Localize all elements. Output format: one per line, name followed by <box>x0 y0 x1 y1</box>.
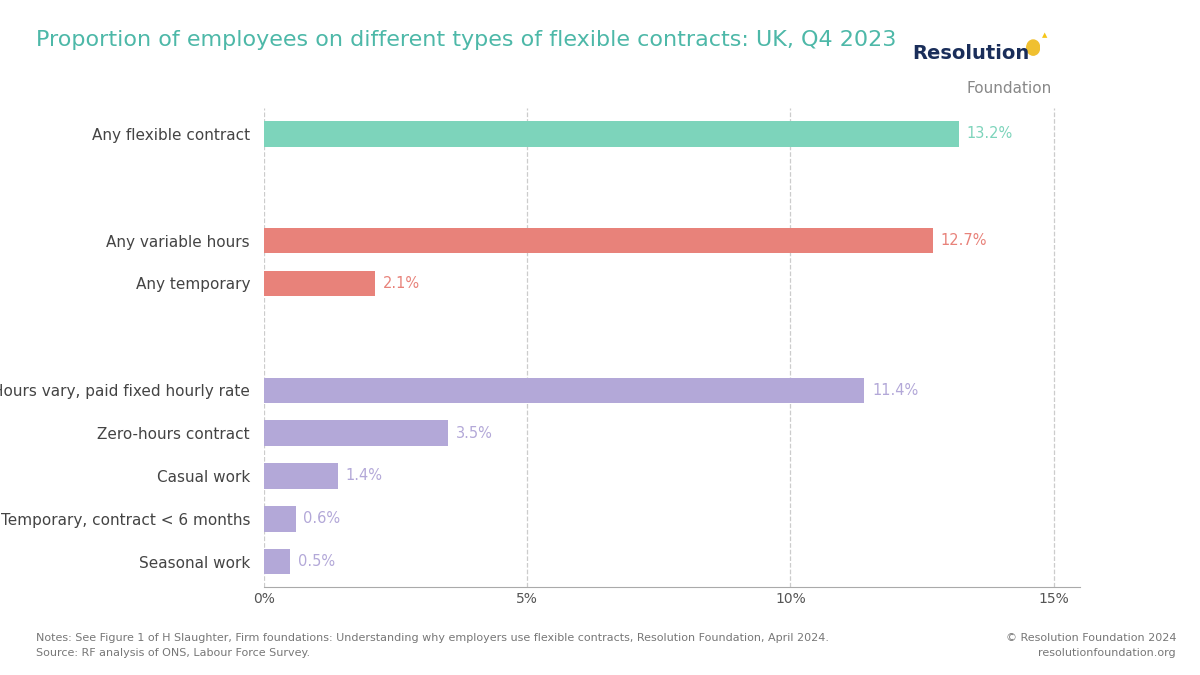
Text: 1.4%: 1.4% <box>346 468 383 483</box>
Text: 0.5%: 0.5% <box>299 554 335 569</box>
Text: 2.1%: 2.1% <box>383 276 420 291</box>
Text: Notes: See Figure 1 of H Slaughter, Firm foundations: Understanding why employer: Notes: See Figure 1 of H Slaughter, Firm… <box>36 633 829 658</box>
Text: 12.7%: 12.7% <box>941 233 986 248</box>
Bar <box>264 463 337 489</box>
Bar <box>264 549 290 574</box>
Text: © Resolution Foundation 2024
resolutionfoundation.org: © Resolution Foundation 2024 resolutionf… <box>1006 633 1176 658</box>
Text: Foundation: Foundation <box>966 81 1051 96</box>
Bar <box>264 377 864 403</box>
Bar <box>264 506 295 532</box>
Text: 13.2%: 13.2% <box>967 126 1013 141</box>
Text: Resolution: Resolution <box>912 44 1030 63</box>
Text: 11.4%: 11.4% <box>872 383 918 398</box>
Text: 0.6%: 0.6% <box>304 511 341 526</box>
Text: 3.5%: 3.5% <box>456 426 493 441</box>
Bar <box>264 421 449 446</box>
Text: Proportion of employees on different types of flexible contracts: UK, Q4 2023: Proportion of employees on different typ… <box>36 30 896 51</box>
Bar <box>264 271 374 296</box>
Ellipse shape <box>1027 40 1039 55</box>
Bar <box>264 228 932 254</box>
Text: ▲: ▲ <box>1042 32 1046 38</box>
Bar <box>264 121 959 146</box>
